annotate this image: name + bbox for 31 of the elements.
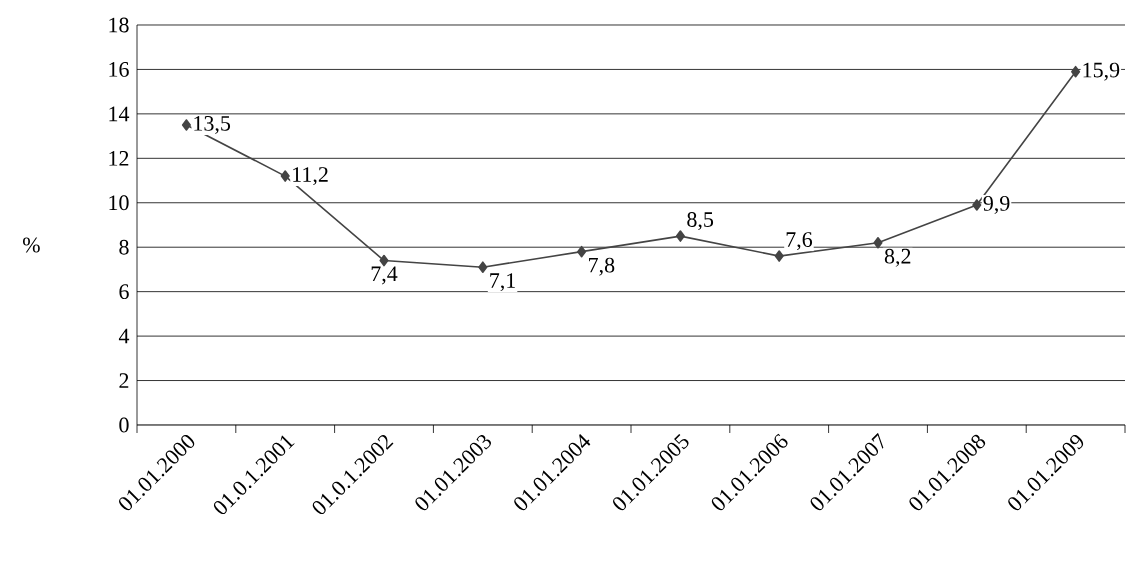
point <box>774 250 784 262</box>
point <box>1071 65 1081 78</box>
y-tick-label: 2 <box>119 373 129 388</box>
data-label: 11,2 <box>293 167 328 186</box>
point <box>577 245 587 258</box>
data-label: 7,4 <box>371 266 398 285</box>
point <box>379 254 389 267</box>
y-tick-label: 4 <box>118 328 130 344</box>
y-tick-label: 0 <box>119 417 129 433</box>
y-tick-label: 8 <box>119 239 129 255</box>
y-tick-label: 10 <box>109 195 129 211</box>
data-label: 15,9 <box>1083 62 1120 81</box>
data-label: 7,6 <box>786 232 813 251</box>
y-tick-label: 12 <box>109 151 129 166</box>
point <box>675 230 685 242</box>
data-label: 8,5 <box>687 212 714 231</box>
data-label: 7,1 <box>490 273 515 292</box>
point <box>972 199 982 211</box>
point <box>478 261 488 274</box>
y-tick-label: 18 <box>109 17 129 33</box>
y-tick-label: 16 <box>109 62 129 77</box>
point <box>181 119 191 131</box>
y-axis-title: % <box>22 237 40 253</box>
data-label: 9,9 <box>983 196 1010 214</box>
point <box>280 170 290 182</box>
y-tick-label: 6 <box>119 284 129 300</box>
point <box>873 236 883 249</box>
data-label: 13,5 <box>194 116 231 134</box>
y-tick-label: 14 <box>109 106 130 122</box>
data-label: 7,8 <box>589 257 615 276</box>
data-label: 8,2 <box>884 248 911 267</box>
